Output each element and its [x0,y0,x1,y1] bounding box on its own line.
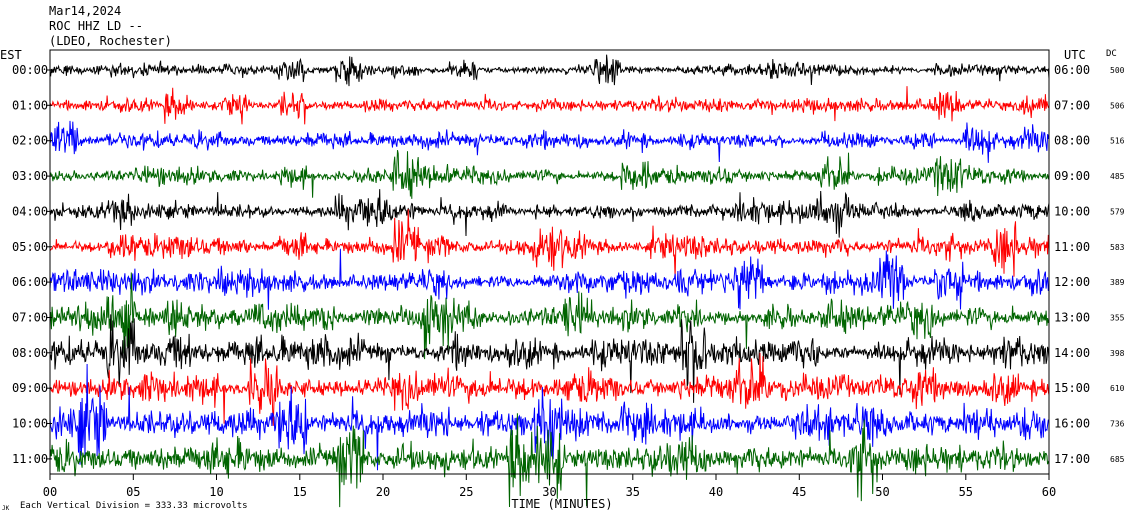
dc-offset-value: 685 [1110,455,1125,464]
footer-mark: JK [2,505,10,512]
x-axis-title: TIME (MINUTES) [511,497,612,511]
dc-offset-value: 579 [1110,207,1125,216]
utc-hour-label: 12:00 [1054,275,1090,289]
x-tick-label: 40 [709,485,723,499]
est-hour-label: 05:00 [12,240,48,254]
utc-hour-label: 08:00 [1054,134,1090,148]
utc-hour-label: 10:00 [1054,204,1090,218]
utc-hour-label: 07:00 [1054,98,1090,112]
utc-hour-label: 09:00 [1054,169,1090,183]
dc-offset-value: 389 [1110,278,1125,287]
est-hour-label: 01:00 [12,98,48,112]
x-tick-label: 00 [43,485,57,499]
trace-row-0700 [49,272,1050,360]
utc-hour-label: 16:00 [1054,417,1090,431]
row-labels: 00:00 06:00 500 01:00 07:00 506 02:00 08:00 516 0… [12,63,1125,466]
utc-hour-label: 11:00 [1054,240,1090,254]
x-axis-ticks: 00 05 10 15 20 25 30 35 40 45 50 55 60 [43,474,1056,499]
trace-row-0800 [49,314,1050,403]
plot-date: Mar14,2024 [49,4,122,18]
trace-row-0600 [49,248,1050,310]
utc-hour-label: 13:00 [1054,311,1090,325]
utc-hour-label: 15:00 [1054,381,1090,395]
trace-row-0200 [49,120,1050,163]
x-tick-label: 35 [626,485,640,499]
dc-offset-value: 516 [1110,137,1125,146]
est-hour-label: 06:00 [12,275,48,289]
est-hour-label: 09:00 [12,381,48,395]
x-tick-label: 05 [126,485,140,499]
est-hour-label: 10:00 [12,417,48,431]
trace-row-0300 [49,149,1050,199]
seismic-traces [49,54,1050,508]
trace-row-1000 [49,363,1050,471]
vertical-division-note: Each Vertical Division = 333.33 microvol… [20,501,248,511]
x-tick-label: 25 [459,485,473,499]
x-tick-label: 15 [293,485,307,499]
est-hour-label: 03:00 [12,169,48,183]
network-name: (LDEO, Rochester) [49,34,172,48]
utc-hour-label: 06:00 [1054,63,1090,77]
dc-offset-value: 398 [1110,349,1125,358]
est-hour-label: 00:00 [12,63,48,77]
dc-offset-value: 610 [1110,384,1125,393]
est-hour-label: 08:00 [12,346,48,360]
trace-row-0900 [49,352,1050,426]
station-code: ROC HHZ LD -- [49,19,143,33]
trace-row-1100 [49,413,1050,508]
dc-offset-value: 500 [1110,66,1125,75]
left-timezone-label: EST [0,48,22,62]
utc-hour-label: 17:00 [1054,452,1090,466]
x-tick-label: 20 [376,485,390,499]
dc-offset-value: 736 [1110,420,1125,429]
dc-offset-value: 485 [1110,172,1125,181]
dc-column-header: DC [1106,49,1117,59]
x-tick-label: 55 [959,485,973,499]
x-tick-label: 60 [1042,485,1056,499]
x-tick-label: 50 [875,485,889,499]
trace-row-0000 [49,54,1050,87]
dc-offset-value: 583 [1110,243,1125,252]
est-hour-label: 07:00 [12,311,48,325]
trace-row-0500 [49,209,1050,278]
x-tick-label: 45 [792,485,806,499]
trace-row-0400 [49,189,1050,238]
right-timezone-label: UTC [1064,48,1086,62]
utc-hour-label: 14:00 [1054,346,1090,360]
est-hour-label: 02:00 [12,134,48,148]
dc-offset-value: 355 [1110,314,1125,323]
dc-offset-value: 506 [1110,101,1125,110]
trace-row-0100 [49,86,1050,125]
x-tick-label: 30 [542,485,556,499]
x-tick-label: 10 [209,485,223,499]
est-hour-label: 11:00 [12,452,48,466]
est-hour-label: 04:00 [12,204,48,218]
